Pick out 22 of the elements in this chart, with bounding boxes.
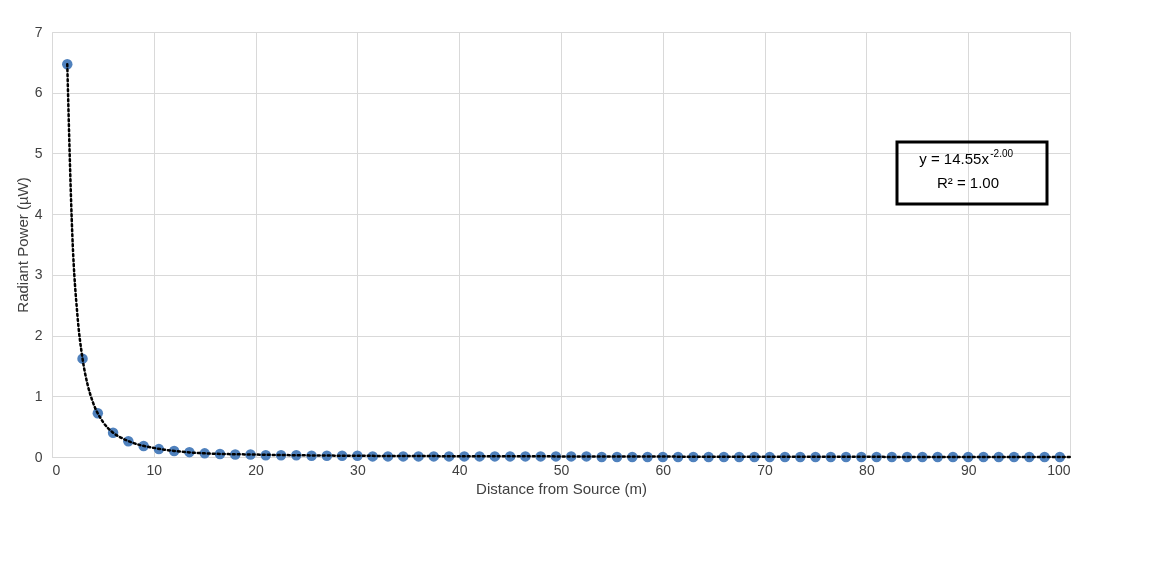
x-tick-label: 70 <box>757 461 774 478</box>
x-tick-label: 30 <box>350 461 366 478</box>
annotation: R² = 1.00 <box>936 174 1000 191</box>
y-tick-label: 0 <box>34 448 43 465</box>
x-tick-label: 50 <box>553 461 570 478</box>
x-axis-title: Distance from Source (m) <box>476 479 647 497</box>
y-tick-label: 2 <box>34 327 43 344</box>
y-axis-title: Radiant Power (µW) <box>13 177 31 313</box>
y-tick-label: 5 <box>34 144 43 161</box>
y-tick-label: 1 <box>34 387 43 404</box>
y-tick-label: 6 <box>34 84 43 101</box>
x-tick-label: 20 <box>248 461 265 478</box>
x-tick-label: 10 <box>146 461 163 478</box>
y-tick-label: 7 <box>34 23 43 40</box>
y-tick-label: 3 <box>34 266 43 283</box>
x-tick-label: 0 <box>52 461 61 478</box>
x-tick-label: 60 <box>655 461 672 478</box>
x-tick-label: 80 <box>859 461 875 478</box>
x-tick-label: 90 <box>960 461 977 478</box>
x-tick-label: 40 <box>451 461 468 478</box>
y-tick-label: 4 <box>34 205 43 222</box>
x-tick-label: 100 <box>1047 461 1071 478</box>
